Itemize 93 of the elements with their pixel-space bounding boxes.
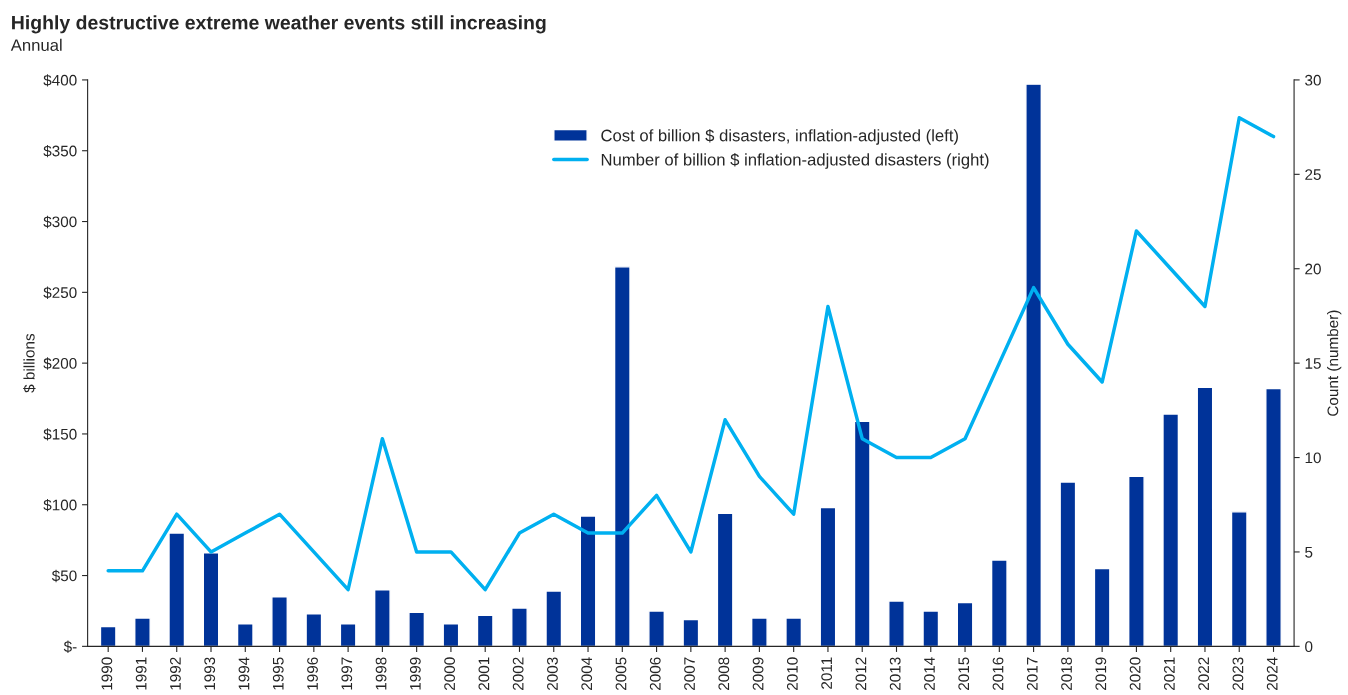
bar xyxy=(1162,413,1180,647)
bar xyxy=(99,625,117,647)
x-tick-label: 1996 xyxy=(307,657,318,690)
x-tick-label: 2011 xyxy=(821,657,833,689)
x-tick-label: 1991 xyxy=(135,657,147,690)
bar xyxy=(1025,83,1043,647)
legend-label: Cost of billion $ disasters, inflation-adjusted (left) xyxy=(601,128,958,145)
y-tick-label: $- xyxy=(63,640,77,653)
bar xyxy=(305,613,323,647)
x-tick-label: 1997 xyxy=(341,657,353,690)
y-axis-title: $ billions xyxy=(23,333,36,393)
y2-tick-label: 15 xyxy=(1305,358,1321,369)
y2-tick-label: 25 xyxy=(1305,169,1321,181)
x-tick-label: 2014 xyxy=(924,657,935,690)
x-tick-label: 2004 xyxy=(581,657,593,690)
bar xyxy=(922,610,940,647)
x-tick-label: 1993 xyxy=(204,657,216,690)
y2-axis-title: Count (number) xyxy=(1327,310,1342,416)
y-tick-label: $400 xyxy=(43,74,77,87)
y-tick-label: $250 xyxy=(43,286,77,299)
bar xyxy=(648,610,665,647)
y2-tick-label: 10 xyxy=(1305,452,1321,464)
x-tick-label: 2024 xyxy=(1266,657,1278,690)
y2-tick-label: 0 xyxy=(1305,641,1313,653)
x-tick-label: 2016 xyxy=(992,657,1004,690)
bar xyxy=(1059,481,1077,647)
legend-label: Number of billion $ inflation-adjusted disasters (right) xyxy=(601,153,989,169)
line-series xyxy=(106,115,1276,592)
y-tick-label: $350 xyxy=(43,144,77,158)
x-tick-label: 1998 xyxy=(375,657,387,690)
x-tick-label: 2009 xyxy=(752,657,764,690)
bar xyxy=(408,611,426,647)
x-tick-label: 1992 xyxy=(170,657,181,690)
bar xyxy=(956,601,974,647)
bar xyxy=(579,515,597,647)
bar xyxy=(476,614,494,647)
x-tick-label: 2007 xyxy=(684,657,695,690)
y2-tick-label: 30 xyxy=(1305,74,1321,86)
bar xyxy=(1265,387,1282,647)
y-tick-label: $150 xyxy=(43,428,77,441)
bar xyxy=(1128,475,1145,647)
chart-title: Highly destructive extreme weather events still increasing xyxy=(12,15,546,34)
x-tick-label: 2002 xyxy=(512,657,524,690)
y-tick-label: $300 xyxy=(43,215,77,229)
bar xyxy=(1093,567,1111,647)
x-tick-label: 2000 xyxy=(444,657,456,690)
chart-subtitle: Annual xyxy=(10,38,62,52)
bar xyxy=(545,590,563,647)
x-tick-label: 2015 xyxy=(958,657,970,690)
x-tick-label: 1990 xyxy=(101,657,113,690)
bar xyxy=(511,607,528,647)
bar xyxy=(888,600,905,647)
bar xyxy=(373,589,391,647)
bar xyxy=(750,617,768,647)
x-tick-label: 2020 xyxy=(1129,657,1141,690)
x-tick-label: 2001 xyxy=(478,657,490,690)
x-tick-label: 2019 xyxy=(1095,657,1107,690)
bar xyxy=(990,559,1008,647)
x-tick-label: 2012 xyxy=(855,657,867,690)
bar xyxy=(853,420,871,647)
bar xyxy=(716,512,734,647)
bar xyxy=(271,596,288,647)
bar xyxy=(785,617,803,647)
x-tick-label: 2006 xyxy=(649,657,661,690)
x-tick-label: 2008 xyxy=(718,657,730,690)
bar xyxy=(236,622,254,647)
bar xyxy=(1196,386,1214,647)
x-tick-label: 1994 xyxy=(238,657,250,690)
bar xyxy=(442,622,460,647)
x-tick-label: 2005 xyxy=(615,657,627,690)
bar xyxy=(339,622,357,647)
bar xyxy=(202,552,220,647)
x-tick-label: 2023 xyxy=(1232,657,1244,690)
bar xyxy=(819,506,837,647)
x-tick-label: 2003 xyxy=(547,657,558,690)
bar xyxy=(1230,511,1248,647)
y-tick-label: $100 xyxy=(43,498,77,512)
y2-tick-label: 20 xyxy=(1305,263,1321,275)
bar xyxy=(613,266,631,647)
y-tick-label: $50 xyxy=(51,569,77,583)
bar xyxy=(134,617,151,647)
x-tick-label: 2022 xyxy=(1198,657,1210,690)
x-tick-label: 2018 xyxy=(1061,657,1072,690)
x-tick-label: 2021 xyxy=(1163,657,1175,690)
x-tick-label: 2017 xyxy=(1026,657,1038,690)
bar xyxy=(168,532,186,647)
x-tick-label: 2013 xyxy=(889,657,901,690)
y2-tick-label: 5 xyxy=(1305,546,1313,558)
x-tick-label: 1999 xyxy=(409,657,421,690)
x-tick-label: 2010 xyxy=(786,657,798,690)
bar xyxy=(682,618,700,647)
y-tick-label: $200 xyxy=(43,357,77,370)
x-tick-label: 1995 xyxy=(272,657,284,690)
